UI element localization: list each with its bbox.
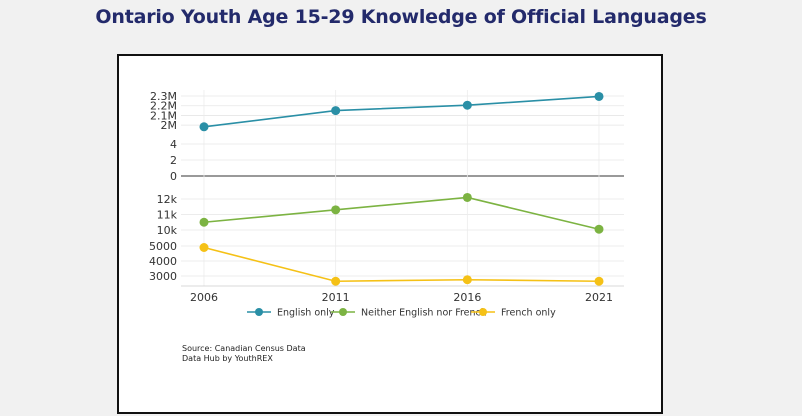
data-point-neither-english-nor-french [594,224,604,234]
data-point-english-only [462,100,472,110]
series-line-french-only [203,246,600,283]
data-point-english-only [594,91,604,101]
data-point-french-only [331,276,341,286]
chart-card: 2.3M 2.2M 2.1M 2M 4 2 0 12k 11k 10k 5000 4000 3000 20… [117,54,663,414]
data-point-neither-english-nor-french [199,217,209,227]
legend-label: Neither English nor French [361,308,487,319]
y-tick-label: 2.1M [150,109,177,122]
x-tick-label: 2021 [585,291,613,304]
y-tick-label: 3000 [149,270,177,283]
y-tick-label: 2.2M [150,100,177,113]
legend-label: French only [501,308,556,319]
page-title: Ontario Youth Age 15-29 Knowledge of Off… [95,6,707,28]
legend-label: English only [277,308,335,319]
x-tick-label: 2006 [190,291,218,304]
y-tick-label: 5000 [149,240,177,253]
data-point-neither-english-nor-french [462,192,472,202]
y-tick-label: 10k [157,224,178,237]
series-line-neither-english-nor-french [203,196,600,231]
source-note: Source: Canadian Census Data Data Hub by… [182,344,306,364]
y-tick-label: 11k [157,209,178,222]
x-tick-label: 2011 [322,291,350,304]
data-point-french-only [462,275,472,285]
y-tick-label: 4000 [149,255,177,268]
y-tick-label: 4 [170,138,177,151]
series-line-english-only [203,95,600,128]
legend-swatch-marker [339,308,347,316]
data-point-english-only [199,122,209,132]
credit-line: Data Hub by YouthREX [182,354,273,363]
y-tick-label: 0 [170,170,177,183]
y-tick-label: 12k [157,193,178,206]
source-line: Source: Canadian Census Data [182,344,306,353]
y-tick-label: 2.3M [150,90,177,103]
data-point-french-only [594,276,604,286]
legend-swatch-marker [255,308,263,316]
data-point-neither-english-nor-french [331,205,341,215]
legend-swatch-marker [479,308,487,316]
y-tick-label: 2M [161,119,178,132]
x-tick-label: 2016 [453,291,481,304]
data-point-english-only [331,106,341,116]
y-tick-label: 2 [170,154,177,167]
data-point-french-only [199,243,209,252]
